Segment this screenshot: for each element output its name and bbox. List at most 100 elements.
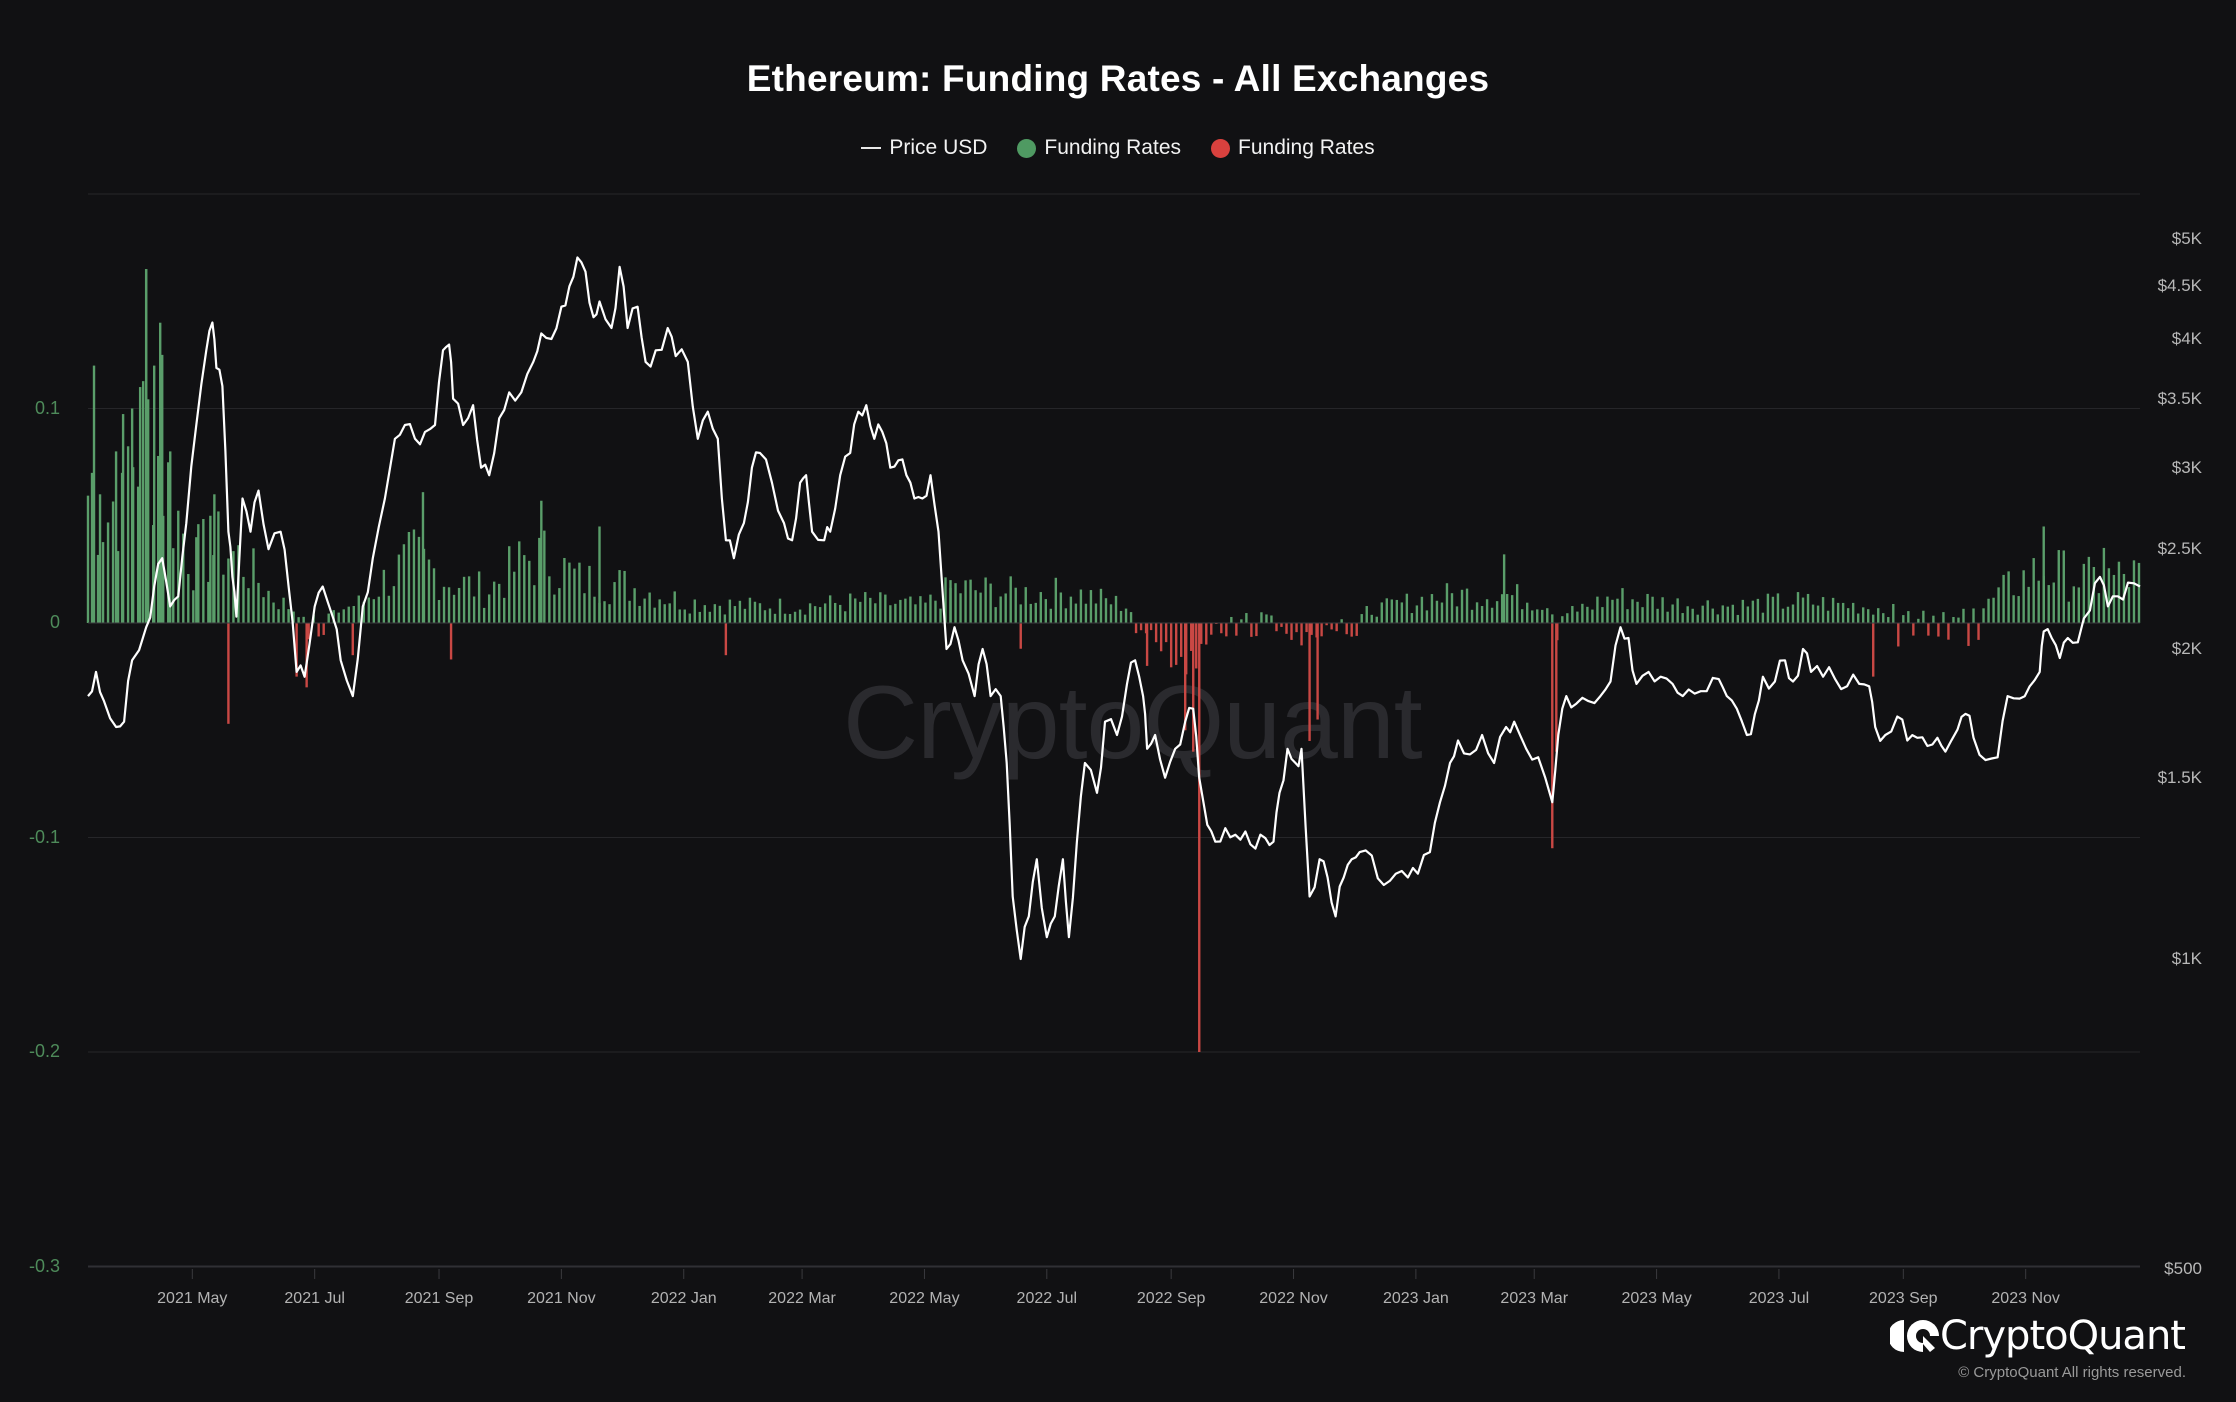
funding-bar-positive (989, 583, 992, 623)
funding-bar-positive (603, 601, 606, 623)
funding-bar-positive (209, 515, 212, 623)
funding-bar-positive (1962, 608, 1965, 623)
funding-bar-positive (347, 606, 350, 623)
funding-bar-negative (1145, 623, 1149, 666)
funding-bar-negative (227, 623, 230, 724)
funding-bar-positive (1054, 577, 1058, 623)
x-axis-tick: 2023 Jan (1382, 1290, 1449, 1307)
funding-bar-positive (297, 617, 300, 623)
funding-bar-negative (1555, 623, 1558, 752)
funding-bar-positive (1455, 606, 1459, 623)
x-axis-tick: 2022 May (889, 1290, 960, 1307)
funding-bar-positive (833, 602, 837, 623)
right-axis-tick: $2.5K (2157, 539, 2202, 559)
funding-bar-positive (1907, 611, 1910, 623)
funding-bar-negative (1947, 623, 1950, 640)
funding-bar-negative (1225, 623, 1228, 637)
funding-bar-positive (628, 600, 631, 623)
funding-bar-positive (523, 555, 526, 623)
x-axis-tick: 2023 Mar (1500, 1290, 1569, 1307)
funding-bar-positive (1616, 598, 1619, 623)
chart-title: Ethereum: Funding Rates - All Exchanges (746, 58, 1490, 99)
funding-bar-positive (2082, 563, 2086, 623)
funding-bar-positive (362, 601, 366, 623)
funding-bar-positive (793, 611, 797, 623)
funding-bar-positive (979, 592, 982, 623)
copyright-text: © CryptoQuant All rights reserved. (1958, 1364, 2186, 1381)
funding-bar-positive (272, 602, 275, 623)
funding-bar-positive (1836, 602, 1840, 623)
x-axis-tick: 2023 Sep (1869, 1290, 1938, 1307)
funding-bar-negative (1154, 623, 1158, 643)
funding-bar-positive (678, 609, 681, 623)
funding-bar-positive (959, 593, 962, 623)
right-axis-tick: $4.5K (2157, 276, 2202, 296)
funding-bar-positive (192, 590, 195, 623)
funding-bar-positive (984, 577, 987, 623)
right-axis-tick: $1K (2171, 949, 2202, 968)
funding-bar-positive (643, 598, 646, 623)
funding-bar-positive (889, 605, 892, 623)
funding-bar-negative (1927, 623, 1930, 636)
funding-bar-positive (528, 560, 531, 623)
funding-bar-positive (1500, 594, 1504, 623)
funding-bar-positive (1084, 603, 1088, 623)
legend-item-price[interactable]: Price USD (861, 136, 987, 160)
funding-bar-negative (1335, 623, 1338, 632)
funding-bar-positive (1445, 583, 1449, 623)
funding-bar-positive (432, 568, 436, 623)
funding-bar-positive (538, 537, 541, 623)
funding-bar-positive (763, 610, 767, 623)
funding-bar-positive (1867, 609, 1870, 623)
funding-bar-negative (1330, 623, 1333, 630)
funding-bar-negative (1159, 623, 1163, 652)
funding-bar-positive (1922, 610, 1925, 623)
funding-bar-positive (1420, 596, 1424, 623)
funding-bar-positive (693, 599, 696, 623)
funding-bar-positive (1917, 618, 1920, 623)
funding-bar-positive (1240, 619, 1243, 623)
funding-bar-positive (477, 571, 481, 623)
funding-bar-positive (718, 605, 722, 623)
funding-bar-positive (1460, 589, 1464, 623)
funding-bar-positive (1360, 614, 1363, 623)
funding-bar-negative (1139, 623, 1143, 631)
funding-bar-positive (803, 614, 807, 623)
funding-bar-positive (1701, 605, 1704, 623)
right-axis-tick: $500 (2164, 1259, 2202, 1278)
funding-bar-positive (467, 576, 471, 623)
legend-item-funding-negative[interactable]: Funding Rates (1211, 136, 1375, 160)
funding-bar-positive (638, 605, 641, 623)
funding-bar-positive (1751, 600, 1755, 623)
funding-bar-positive (167, 462, 170, 623)
funding-bar-negative (1350, 623, 1353, 637)
x-axis-tick: 2022 Mar (768, 1290, 836, 1307)
funding-bar-positive (1746, 606, 1750, 623)
funding-bar-negative (1937, 623, 1940, 637)
funding-bar-negative (1872, 623, 1875, 677)
legend-item-funding-positive[interactable]: Funding Rates (1017, 136, 1181, 160)
funding-bar-positive (2097, 593, 2101, 623)
brand-name: CryptoQuant (1940, 1313, 2186, 1359)
funding-bar-positive (859, 601, 862, 623)
funding-bar-positive (1099, 588, 1103, 623)
funding-bar-positive (934, 600, 937, 623)
funding-bar-positive (101, 542, 105, 623)
funding-bar-positive (442, 586, 446, 623)
funding-bar-negative (724, 623, 728, 656)
funding-bar-positive (919, 596, 922, 623)
funding-bar-positive (161, 354, 164, 623)
funding-bar-positive (1856, 613, 1860, 623)
funding-bar-positive (367, 597, 371, 623)
funding-bar-negative (1897, 623, 1900, 647)
funding-bar-positive (402, 544, 406, 623)
funding-bar-positive (1450, 593, 1454, 623)
left-axis-tick: -0.3 (28, 1255, 60, 1276)
price-line (87, 256, 2141, 961)
funding-bar-positive (1245, 613, 1248, 623)
funding-bar-positive (703, 605, 707, 623)
funding-bar-positive (144, 269, 148, 623)
funding-bar-positive (904, 598, 907, 623)
funding-bar-positive (1651, 596, 1654, 623)
